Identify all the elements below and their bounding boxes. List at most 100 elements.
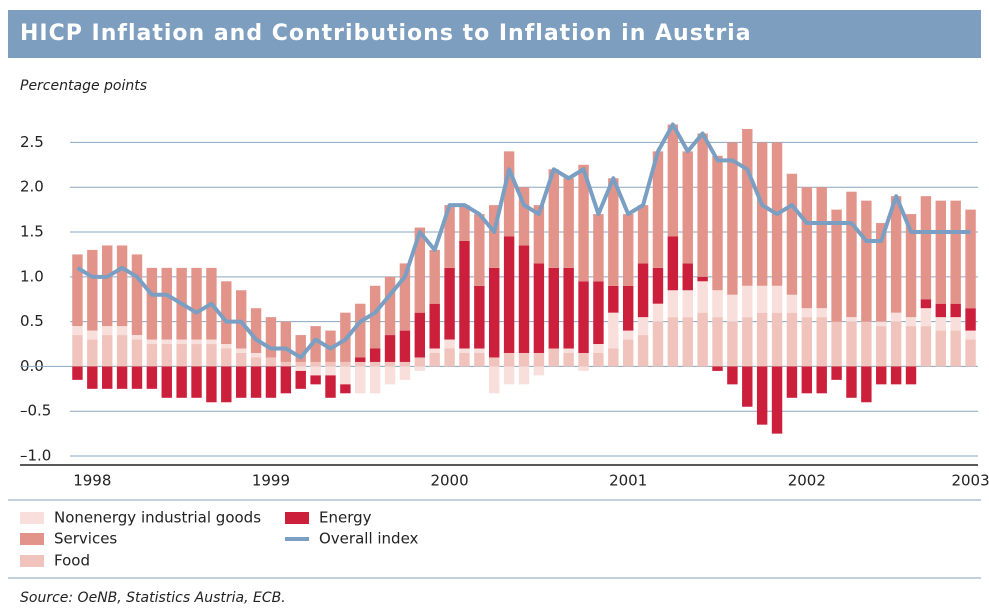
bar-segment [920,196,932,300]
bar-segment [920,326,932,367]
bar-segment [965,330,976,340]
y-tick-label: –0.5 [20,402,51,420]
legend-swatch [20,533,44,545]
bar-segment [250,352,262,358]
bar-segment [459,352,470,367]
bar-segment [206,339,217,345]
bar-segment [801,187,813,309]
bar-segment [87,330,98,340]
bar-segment [727,366,738,385]
bar-segment [548,348,559,367]
bar-segment [206,344,217,367]
bar-segment [965,308,976,331]
bar-segment [355,366,366,394]
bar-segment [965,339,976,367]
bar-segment [608,285,619,313]
bar-segment [310,326,321,362]
bar-segment [652,151,664,268]
bar-segment [161,267,172,340]
bar-segment [295,370,306,389]
bar-segment [786,294,798,313]
bar-segment [146,267,158,340]
bar-segment [116,326,128,336]
bar-segment [72,254,83,327]
bar-segment [369,348,381,362]
bar-segment [265,317,277,358]
bar-segment [905,366,917,385]
bar-segment [905,214,917,318]
bar-segment [235,352,247,367]
bar-segment [622,339,634,367]
bar-segment [667,317,679,367]
bar-segment [533,263,545,353]
y-tick-label: 2.5 [20,133,44,151]
bar-segment [459,205,470,241]
bar-segment [831,209,842,322]
bar-segment [176,366,187,398]
legend-label: Energy [319,509,372,527]
bar-segment [325,361,336,367]
bar-segment [950,317,961,331]
bar-segment [221,366,232,403]
bar-segment [920,299,932,309]
bar-segment [578,164,589,282]
bar-segment [429,348,440,353]
bar-segment [102,366,113,389]
bar-segment [295,366,306,371]
bar-segment [444,348,455,367]
bar-segment [786,366,798,398]
bar-segment [831,321,842,367]
bar-segment [935,317,946,331]
bar-segment [652,321,664,367]
bar-segment [355,361,366,367]
bar-segment [295,335,306,362]
x-tick-label: 1998 [73,472,111,490]
bar-segment [637,263,649,318]
bar-segment [399,361,411,367]
bar-segment [861,200,872,322]
bar-segment [221,344,232,349]
bar-segment [801,317,813,367]
bar-segment [846,191,857,318]
bar-segment [727,294,738,322]
bar-segment [935,200,946,304]
bar-segment [131,366,143,389]
bar-segment [265,366,277,398]
y-tick-label: –1.0 [20,447,51,465]
bar-segment [608,178,619,286]
bar-segment [578,366,589,371]
bar-segment [280,366,292,394]
bar-segment [235,366,247,398]
bar-segment [593,214,604,282]
index-line [76,122,971,360]
bar-segment [667,290,679,318]
bar-segment [920,308,932,327]
bar-segment [295,361,306,367]
y-tick-label: 1.0 [20,267,44,285]
bar-segment [325,375,336,398]
bar-segment [459,240,470,349]
bar-segment [250,366,262,398]
bar-segment [890,196,902,313]
bar-segment [756,142,768,286]
bar-segment [191,344,202,367]
bar-segment [682,263,693,291]
bar-segment [950,200,961,304]
bar-segment [235,290,247,349]
bar-segment [310,366,321,376]
bar-segment [503,366,515,385]
bar-segment [876,321,887,327]
bar-segment [667,236,679,291]
bar-segment [682,317,693,367]
bar-segment [414,357,426,367]
bar-segment [399,330,411,362]
bar-segment [816,366,827,394]
bar-segment [637,335,649,367]
bar-segment [548,267,559,349]
bar-segment [87,339,98,367]
bar-segment [950,303,961,318]
legend-label: Services [54,530,117,548]
bar-segment [503,236,515,353]
bar-segment [444,267,455,340]
bar-segment [355,303,366,358]
